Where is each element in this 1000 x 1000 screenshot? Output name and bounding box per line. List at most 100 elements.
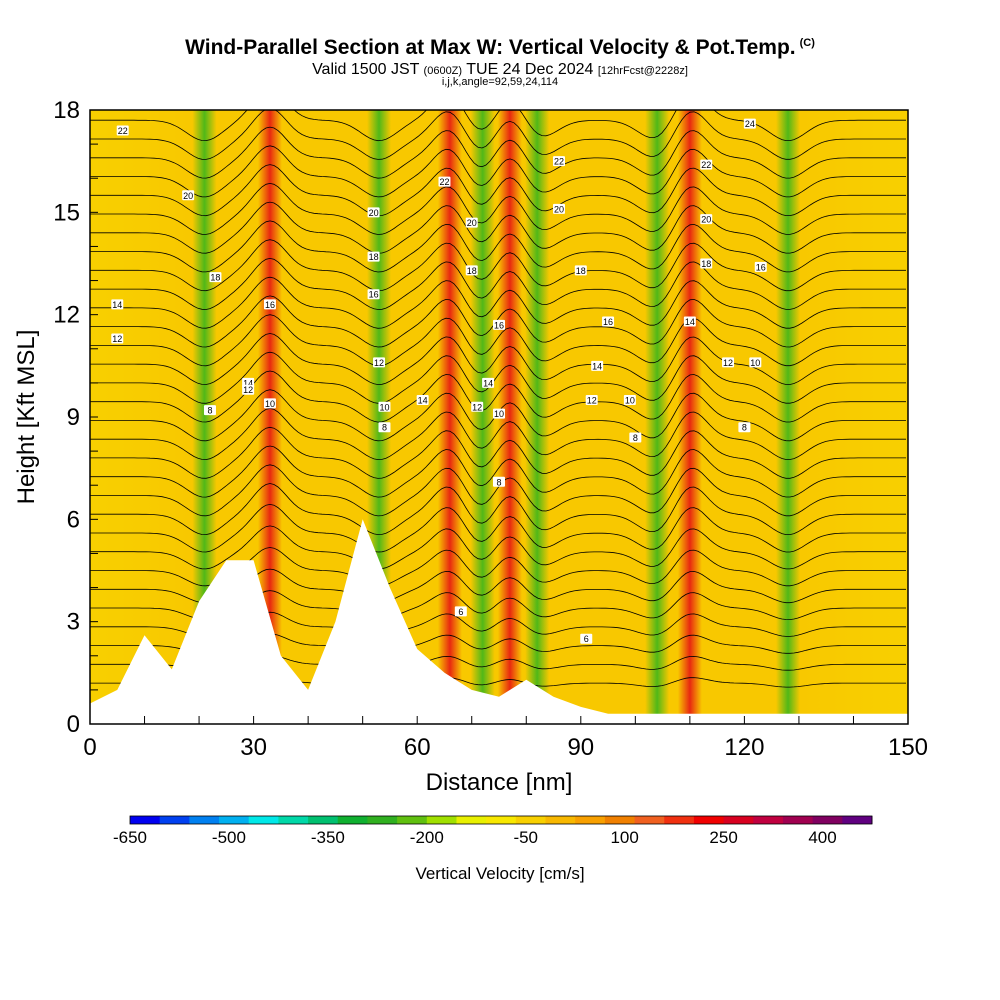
x-tick-label: 30 <box>240 734 267 761</box>
isentrope-label: 10 <box>623 394 636 405</box>
isentrope-label: 8 <box>493 476 505 487</box>
y-tick-label: 9 <box>67 404 80 431</box>
isentrope-line <box>90 351 906 404</box>
colorbar-swatch <box>812 816 843 824</box>
svg-text:8: 8 <box>207 406 212 416</box>
y-tick-label: 18 <box>53 97 80 124</box>
svg-text:8: 8 <box>496 477 501 487</box>
svg-text:16: 16 <box>756 262 766 272</box>
colorbar-swatch <box>130 816 161 824</box>
isentrope-label: 20 <box>700 214 713 225</box>
svg-text:10: 10 <box>750 358 760 368</box>
y-tick-label: 12 <box>53 302 80 329</box>
x-axis-label: Distance [nm] <box>426 769 573 796</box>
isentrope-line <box>90 164 906 217</box>
svg-text:10: 10 <box>625 395 635 405</box>
isentrope-label: 18 <box>367 251 380 262</box>
isentrope-label: 14 <box>591 360 604 371</box>
svg-text:18: 18 <box>467 266 477 276</box>
svg-text:16: 16 <box>494 320 504 330</box>
svg-text:20: 20 <box>369 208 379 218</box>
svg-text:10: 10 <box>494 409 504 419</box>
chart-indices: i,j,k,angle=92,59,24,114 <box>441 76 559 88</box>
svg-text:8: 8 <box>382 423 387 433</box>
isentrope-label: 18 <box>700 258 713 269</box>
isentrope-label: 12 <box>373 357 386 368</box>
isentrope-label: 12 <box>585 394 598 405</box>
svg-text:10: 10 <box>379 402 389 412</box>
colorbar-swatch <box>664 816 695 824</box>
colorbar-swatch <box>545 816 576 824</box>
isentrope-label: 22 <box>116 125 129 136</box>
svg-text:12: 12 <box>374 358 384 368</box>
colorbar-swatch <box>426 816 457 824</box>
colorbar-swatch <box>367 816 398 824</box>
isentrope-label: 10 <box>493 408 505 419</box>
isentrope-label: 20 <box>182 190 195 201</box>
colorbar-swatch <box>159 816 190 824</box>
colorbar-tick-label: -50 <box>513 828 538 847</box>
colorbar-swatch <box>723 816 754 824</box>
x-tick-label: 150 <box>888 734 928 761</box>
svg-text:20: 20 <box>701 215 711 225</box>
svg-text:12: 12 <box>472 402 482 412</box>
isentrope-line <box>90 295 906 348</box>
svg-text:14: 14 <box>592 361 602 371</box>
x-tick-label: 90 <box>567 734 594 761</box>
isentrope-label: 8 <box>378 422 391 433</box>
svg-text:12: 12 <box>112 334 122 344</box>
isentrope-line <box>90 525 906 570</box>
colorbar-tick-label: 100 <box>610 828 638 847</box>
colorbar-swatch <box>189 816 220 824</box>
colorbar-swatch <box>219 816 250 824</box>
isentrope-labels: 2220181412161412108201816121081422201816… <box>111 118 767 644</box>
isentrope-label: 6 <box>580 633 593 644</box>
svg-text:16: 16 <box>369 290 379 300</box>
isentrope-label: 22 <box>438 176 451 187</box>
svg-text:22: 22 <box>554 157 564 167</box>
svg-text:18: 18 <box>701 259 711 269</box>
isentrope-line <box>90 257 906 310</box>
svg-text:14: 14 <box>112 300 122 310</box>
svg-text:14: 14 <box>685 317 695 327</box>
svg-text:22: 22 <box>701 160 711 170</box>
isentrope-line <box>90 445 906 498</box>
colorbar-swatch <box>604 816 636 824</box>
svg-text:12: 12 <box>243 385 253 395</box>
isentrope-label: 18 <box>465 265 478 276</box>
terrain <box>90 519 908 724</box>
isentrope-line <box>90 370 906 423</box>
colorbar-swatch <box>337 816 368 824</box>
colorbar-swatch <box>634 816 665 824</box>
svg-text:22: 22 <box>118 126 128 136</box>
colorbar-swatch <box>486 816 517 824</box>
svg-text:20: 20 <box>467 218 477 228</box>
svg-text:20: 20 <box>554 204 564 214</box>
isentrope-line <box>90 126 906 179</box>
svg-text:6: 6 <box>584 634 589 644</box>
chart-title: Wind-Parallel Section at Max W: Vertical… <box>185 36 815 59</box>
isentrope-label: 14 <box>416 394 429 405</box>
svg-text:22: 22 <box>439 177 449 187</box>
colorbar-tick-label: 250 <box>709 828 737 847</box>
plot-area: 2220181412161412108201816121081422201816… <box>90 110 908 724</box>
isentrope-line <box>90 145 906 198</box>
isentrope-label: 10 <box>749 357 762 368</box>
colorbar-tick-label: -200 <box>410 828 444 847</box>
isentrope-line <box>90 201 906 254</box>
isentrope-line <box>90 503 906 553</box>
isentrope-label: 14 <box>111 299 124 310</box>
isentrope-line <box>90 110 906 160</box>
isentrope-label: 16 <box>263 299 276 310</box>
y-tick-label: 6 <box>67 506 80 533</box>
svg-text:14: 14 <box>483 378 493 388</box>
colorbar-swatch <box>782 816 814 824</box>
svg-text:12: 12 <box>587 395 597 405</box>
isentrope-label: 14 <box>683 316 696 327</box>
svg-text:20: 20 <box>183 191 193 201</box>
isentrope-label: 24 <box>743 118 756 129</box>
isentrope-label: 12 <box>471 401 484 412</box>
isentrope-label: 16 <box>367 289 380 300</box>
colorbar-swatch <box>397 816 428 824</box>
svg-text:14: 14 <box>243 378 253 388</box>
